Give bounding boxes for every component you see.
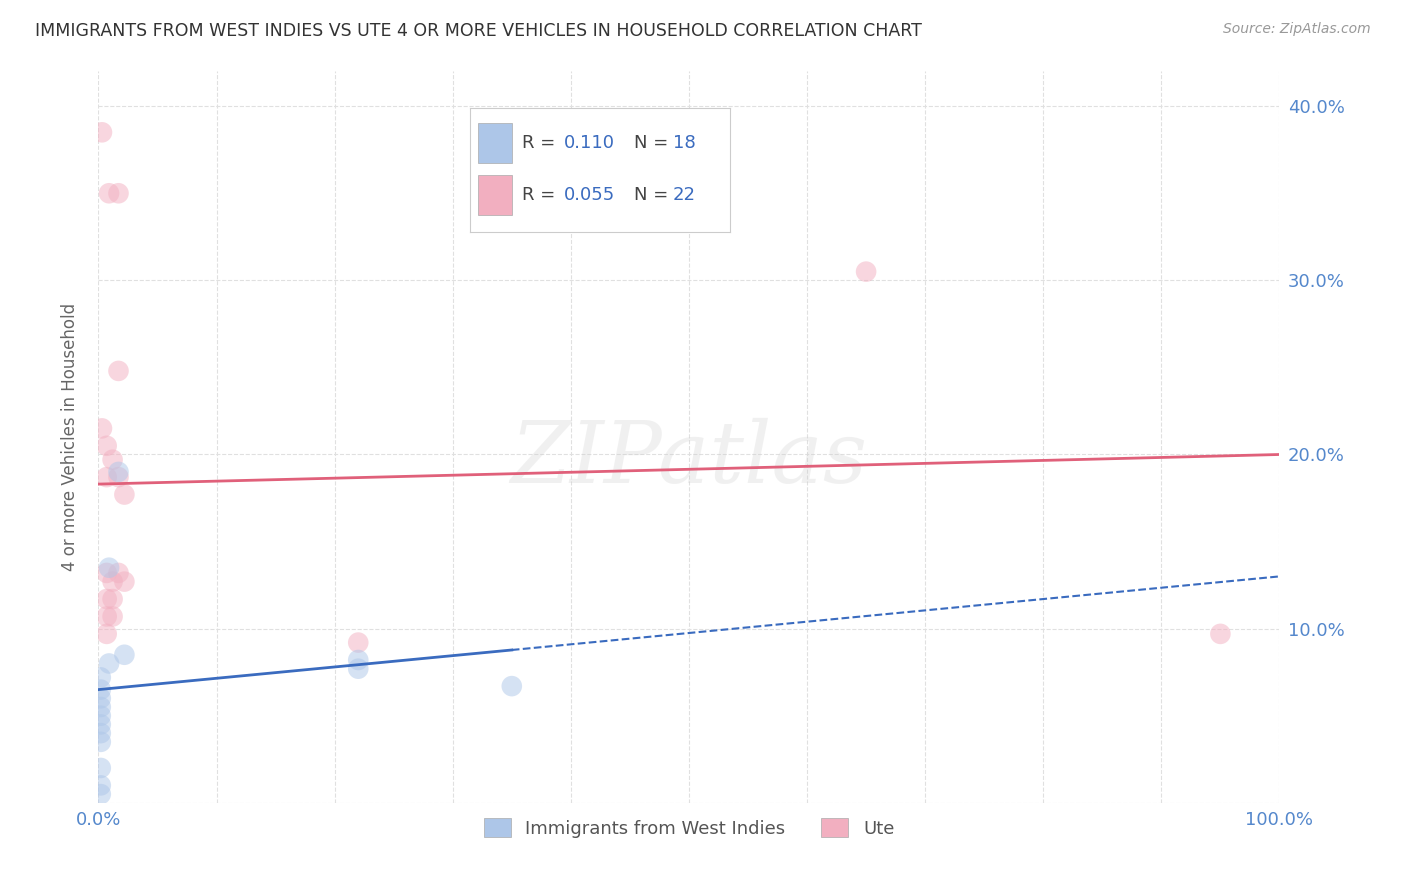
Point: [90, 700, 112, 714]
Point: [90, 761, 112, 775]
Point: [96, 609, 118, 624]
Point: [98, 657, 121, 671]
Point: [98, 186, 121, 201]
Point: [90, 735, 112, 749]
Point: [96, 592, 118, 607]
Y-axis label: 4 or more Vehicles in Household: 4 or more Vehicles in Household: [60, 303, 79, 571]
Point: [107, 186, 129, 201]
Point: [107, 465, 129, 479]
Point: [96, 470, 118, 484]
Point: [90, 778, 112, 792]
Point: [112, 487, 135, 501]
Point: [112, 574, 135, 589]
Point: [96, 439, 118, 453]
Text: Source: ZipAtlas.com: Source: ZipAtlas.com: [1223, 22, 1371, 37]
Legend: Immigrants from West Indies, Ute: Immigrants from West Indies, Ute: [477, 811, 901, 845]
Point: [90, 726, 112, 740]
Point: [101, 452, 124, 467]
Point: [96, 627, 118, 641]
Point: [855, 265, 877, 279]
Point: [90, 682, 112, 697]
Point: [90, 787, 112, 801]
Text: IMMIGRANTS FROM WEST INDIES VS UTE 4 OR MORE VEHICLES IN HOUSEHOLD CORRELATION C: IMMIGRANTS FROM WEST INDIES VS UTE 4 OR …: [35, 22, 922, 40]
Point: [101, 609, 124, 624]
Point: [90, 717, 112, 731]
Point: [107, 566, 129, 580]
Text: ZIPatlas: ZIPatlas: [510, 417, 868, 500]
Point: [90, 670, 112, 684]
Point: [501, 679, 523, 693]
Point: [101, 592, 124, 607]
Point: [112, 648, 135, 662]
Point: [90, 708, 112, 723]
Point: [1209, 627, 1232, 641]
Point: [101, 574, 124, 589]
Point: [91, 421, 114, 435]
Point: [347, 635, 370, 649]
Point: [90, 691, 112, 706]
Point: [107, 470, 129, 484]
Point: [96, 566, 118, 580]
Point: [347, 653, 370, 667]
Point: [91, 125, 114, 139]
Point: [347, 662, 370, 676]
Point: [107, 364, 129, 378]
Point: [98, 560, 121, 574]
